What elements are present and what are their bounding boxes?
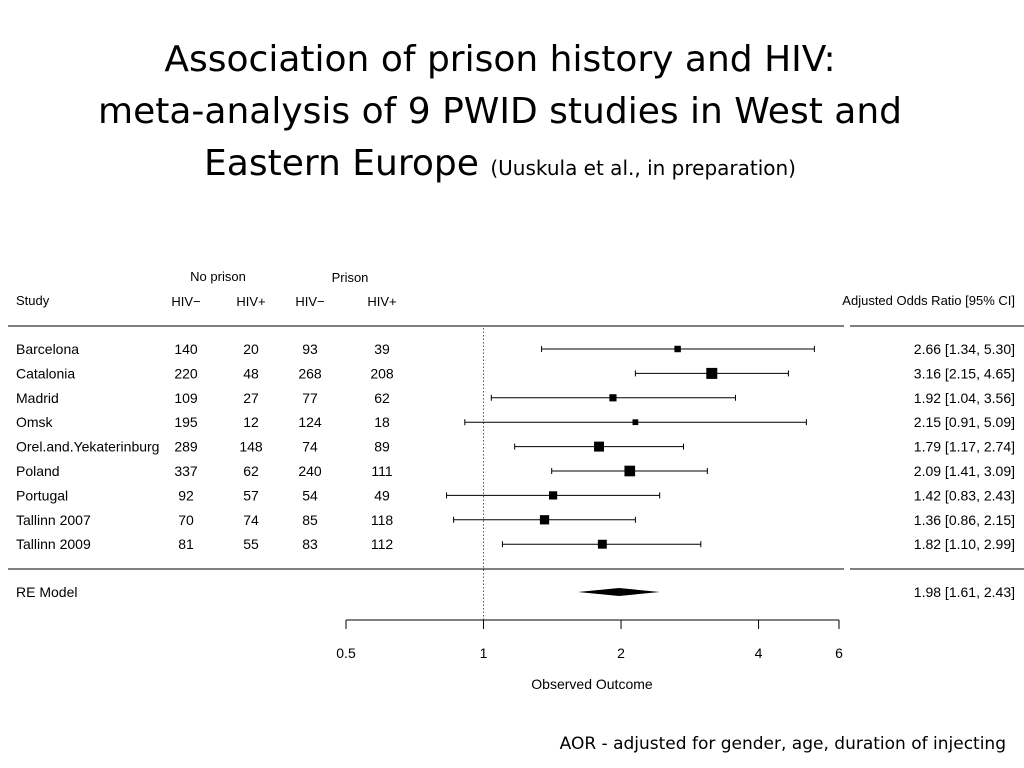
point-estimate	[706, 367, 718, 379]
ci-text: 1.79 [1.17, 2.74]	[914, 439, 1015, 455]
point-estimate	[632, 419, 639, 426]
cell-no-prison-hiv-pos: 57	[243, 487, 259, 503]
header-effect: Adjusted Odds Ratio [95% CI]	[842, 293, 1015, 308]
cell-prison-hiv-neg: 85	[302, 512, 318, 528]
title-line-3: Eastern Europe (Uuskula et al., in prepa…	[0, 138, 1000, 194]
cell-prison-hiv-pos: 62	[374, 390, 390, 406]
header-no-prison-hiv-neg: HIV−	[171, 294, 200, 309]
cell-prison-hiv-neg: 54	[302, 487, 318, 503]
cell-prison-hiv-pos: 208	[370, 365, 394, 381]
point-estimate	[597, 539, 607, 549]
cell-prison-hiv-neg: 240	[298, 463, 322, 479]
point-estimate	[548, 491, 558, 500]
cell-no-prison-hiv-pos: 74	[243, 512, 259, 528]
summary-label: RE Model	[16, 584, 77, 600]
ci-text: 2.09 [1.41, 3.09]	[914, 463, 1015, 479]
x-tick-label: 2	[617, 645, 625, 661]
cell-no-prison-hiv-neg: 220	[174, 365, 198, 381]
x-tick-label: 1	[480, 645, 488, 661]
cell-no-prison-hiv-neg: 109	[174, 390, 198, 406]
point-estimate	[609, 394, 617, 402]
cell-no-prison-hiv-neg: 70	[178, 512, 194, 528]
cell-prison-hiv-pos: 39	[374, 341, 390, 357]
cell-prison-hiv-neg: 93	[302, 341, 318, 357]
cell-prison-hiv-pos: 18	[374, 414, 390, 430]
ci-text: 1.36 [0.86, 2.15]	[914, 512, 1015, 528]
study-label: Tallinn 2007	[16, 512, 91, 528]
cell-no-prison-hiv-neg: 92	[178, 487, 194, 503]
ci-text: 2.15 [0.91, 5.09]	[914, 414, 1015, 430]
cell-prison-hiv-neg: 77	[302, 390, 318, 406]
cell-no-prison-hiv-neg: 337	[174, 463, 198, 479]
x-tick-label: 6	[835, 645, 843, 661]
x-tick-label: 0.5	[336, 645, 356, 661]
cell-no-prison-hiv-neg: 195	[174, 414, 198, 430]
cell-no-prison-hiv-neg: 140	[174, 341, 198, 357]
point-estimate	[594, 441, 605, 452]
cell-no-prison-hiv-pos: 55	[243, 536, 259, 552]
title-line-2: meta-analysis of 9 PWID studies in West …	[98, 91, 902, 132]
header-study: Study	[16, 293, 50, 308]
cell-prison-hiv-neg: 74	[302, 439, 318, 455]
x-axis-title: Observed Outcome	[531, 676, 653, 692]
point-estimate	[674, 345, 681, 353]
point-estimate	[624, 465, 636, 477]
footnote: AOR - adjusted for gender, age, duration…	[559, 734, 1006, 754]
cell-prison-hiv-pos: 111	[371, 463, 392, 479]
study-label: Tallinn 2009	[16, 536, 91, 552]
study-label: Madrid	[16, 390, 59, 406]
slide-title: Association of prison history and HIV: m…	[0, 34, 1000, 194]
title-line-3-sub: (Uuskula et al., in preparation)	[490, 156, 796, 180]
cell-no-prison-hiv-neg: 289	[174, 439, 198, 455]
cell-no-prison-hiv-neg: 81	[178, 536, 194, 552]
x-tick-label: 4	[755, 645, 763, 661]
cell-prison-hiv-neg: 83	[302, 536, 318, 552]
cell-no-prison-hiv-pos: 148	[239, 439, 263, 455]
cell-no-prison-hiv-pos: 20	[243, 341, 259, 357]
cell-prison-hiv-pos: 89	[374, 439, 390, 455]
study-label: Poland	[16, 463, 60, 479]
ci-text: 1.82 [1.10, 2.99]	[914, 536, 1015, 552]
study-label: Barcelona	[16, 341, 79, 357]
ci-text: 1.92 [1.04, 3.56]	[914, 390, 1015, 406]
summary-diamond	[578, 588, 660, 596]
study-label: Orel.and.Yekaterinburg	[16, 439, 159, 455]
study-label: Catalonia	[16, 365, 75, 381]
ci-text: 2.66 [1.34, 5.30]	[914, 341, 1015, 357]
header-prison-hiv-neg: HIV−	[295, 294, 324, 309]
ci-text: 3.16 [2.15, 4.65]	[914, 365, 1015, 381]
cell-prison-hiv-pos: 112	[371, 536, 394, 552]
header-prison: Prison	[332, 270, 369, 285]
cell-prison-hiv-neg: 124	[298, 414, 322, 430]
cell-prison-hiv-pos: 49	[374, 487, 390, 503]
title-line-3-main: Eastern Europe	[204, 143, 479, 184]
cell-no-prison-hiv-pos: 27	[243, 390, 259, 406]
cell-no-prison-hiv-pos: 12	[243, 414, 259, 430]
cell-prison-hiv-pos: 118	[371, 512, 394, 528]
summary-ci-text: 1.98 [1.61, 2.43]	[914, 584, 1015, 600]
study-label: Portugal	[16, 487, 68, 503]
title-line-1: Association of prison history and HIV:	[164, 39, 836, 80]
header-no-prison-hiv-pos: HIV+	[236, 294, 265, 309]
point-estimate	[539, 515, 550, 525]
cell-no-prison-hiv-pos: 48	[243, 365, 259, 381]
header-prison-hiv-pos: HIV+	[367, 294, 396, 309]
cell-no-prison-hiv-pos: 62	[243, 463, 259, 479]
header-no-prison: No prison	[190, 269, 246, 284]
study-label: Omsk	[16, 414, 54, 430]
ci-text: 1.42 [0.83, 2.43]	[914, 487, 1015, 503]
cell-prison-hiv-neg: 268	[298, 365, 322, 381]
